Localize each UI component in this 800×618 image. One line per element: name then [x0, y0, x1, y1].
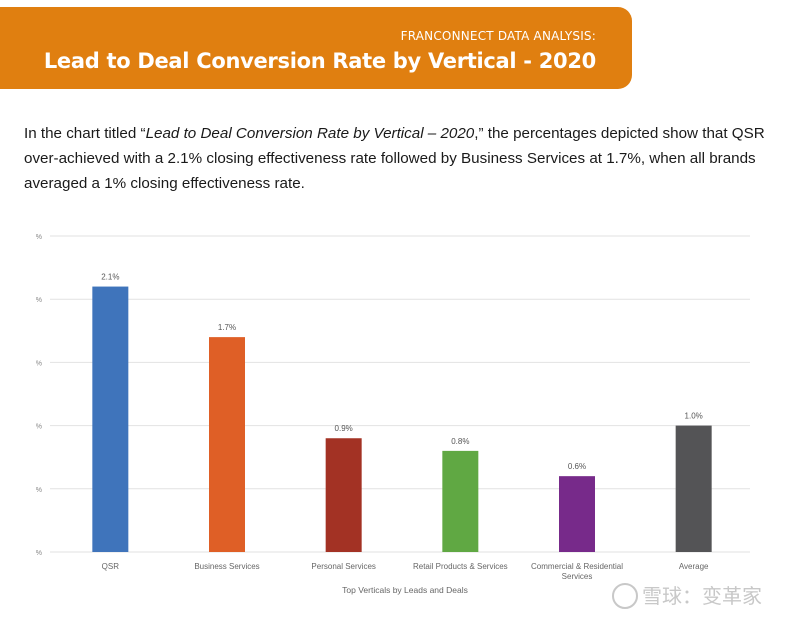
intro-text-before: In the chart titled “ [24, 125, 146, 142]
bar [209, 337, 245, 552]
intro-paragraph: In the chart titled “Lead to Deal Conver… [24, 121, 776, 196]
data-label: 0.6% [568, 462, 586, 471]
y-tick-label: % [36, 487, 42, 494]
x-tick-label: QSR [102, 562, 120, 571]
y-tick-label: % [36, 234, 42, 241]
bar-chart: %%%%%% 2.1% QSR 1.7% Business Services 0.9% Pe… [36, 234, 750, 595]
banner-title: Lead to Deal Conversion Rate by Vertical… [43, 49, 596, 73]
watermark: 雪球：变革家 [612, 580, 762, 611]
data-label: 1.0% [685, 412, 703, 421]
watermark-text: 雪球：变革家 [642, 584, 762, 608]
x-tick-label: Commercial & Residential [531, 562, 623, 571]
data-label: 1.7% [218, 323, 236, 332]
bar [442, 450, 479, 552]
intro-chart-title: Lead to Deal Conversion Rate by Vertical… [145, 125, 475, 142]
y-tick-label: % [36, 424, 42, 431]
title-banner: FRANCONNECT DATA ANALYSIS: Lead to Deal … [0, 7, 632, 89]
data-label: 2.1% [101, 273, 119, 282]
bar [559, 476, 595, 552]
x-tick-label: Personal Services [311, 562, 375, 571]
intro-text-after: ,” the percentages depicted show that QS… [24, 125, 765, 192]
data-label: 0.9% [335, 424, 353, 433]
bar [92, 286, 129, 552]
x-tick-label: Services [562, 572, 593, 581]
y-tick-label: % [36, 297, 42, 304]
x-axis-label: Top Verticals by Leads and Deals [342, 585, 468, 595]
bar [675, 425, 712, 552]
data-label: 0.8% [451, 437, 469, 446]
x-tick-label: Average [679, 562, 709, 571]
snowball-logo-icon [612, 582, 638, 609]
x-tick-label: Retail Products & Services [413, 562, 508, 571]
bar [325, 438, 362, 552]
y-tick-label: % [36, 550, 42, 557]
x-tick-label: Business Services [194, 562, 259, 571]
banner-kicker: FRANCONNECT DATA ANALYSIS: [400, 29, 596, 43]
y-tick-label: % [36, 360, 42, 367]
